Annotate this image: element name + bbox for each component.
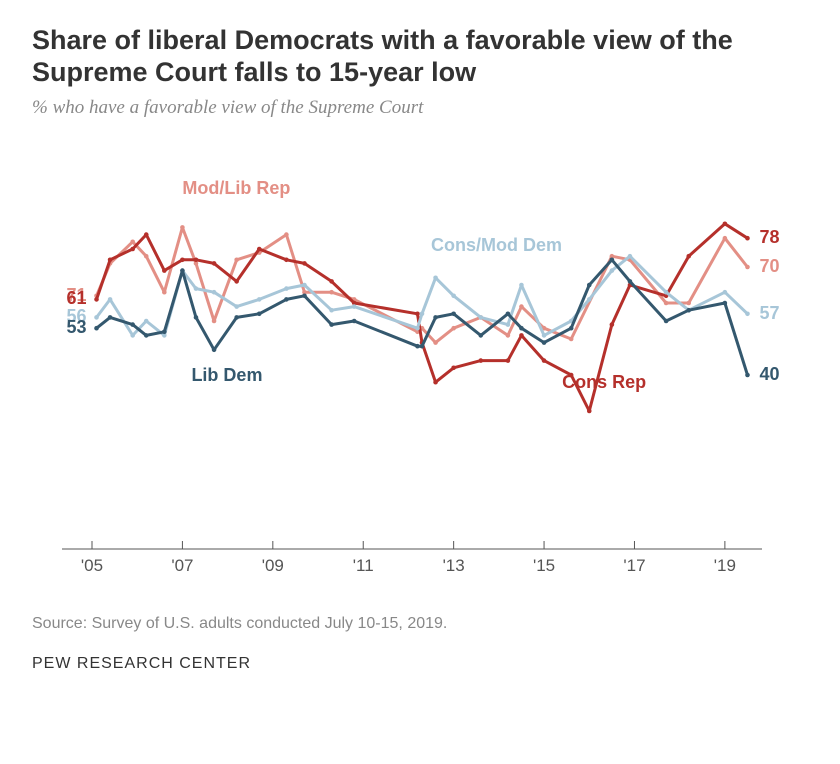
svg-text:'13: '13 xyxy=(443,556,465,575)
chart-label: 57 xyxy=(759,303,779,324)
svg-text:'07: '07 xyxy=(171,556,193,575)
chart-label: Mod/Lib Rep xyxy=(182,178,290,199)
chart-label: Cons/Mod Dem xyxy=(431,235,562,256)
chart-label: 53 xyxy=(66,317,86,338)
chart-area: '05'07'09'11'13'15'17'19 716156537870574… xyxy=(32,139,808,599)
series-cons_mod_dem xyxy=(97,256,748,335)
svg-text:'05: '05 xyxy=(81,556,103,575)
line-chart: '05 '07 '09 '11 '13 '15 '17 '19 xyxy=(32,139,808,599)
svg-text:'11: '11 xyxy=(353,556,374,575)
svg-text:'09: '09 xyxy=(262,556,284,575)
source-note: Source: Survey of U.S. adults conducted … xyxy=(32,615,808,633)
chart-label: 70 xyxy=(759,256,779,277)
svg-text:'15: '15 xyxy=(533,556,555,575)
chart-label: Lib Dem xyxy=(191,365,262,386)
chart-title: Share of liberal Democrats with a favora… xyxy=(32,24,808,89)
svg-text:'17: '17 xyxy=(623,556,645,575)
chart-label: 78 xyxy=(759,227,779,248)
svg-text:'19: '19 xyxy=(714,556,736,575)
chart-subtitle: % who have a favorable view of the Supre… xyxy=(32,97,808,119)
chart-label: Cons Rep xyxy=(562,372,646,393)
chart-label: 40 xyxy=(759,364,779,385)
footer-attribution: PEW RESEARCH CENTER xyxy=(32,655,808,673)
